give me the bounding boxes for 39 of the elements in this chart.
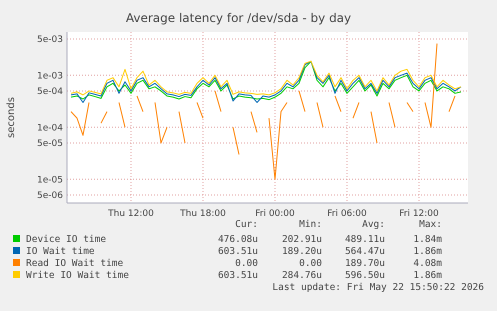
text: 476.08u [218, 234, 258, 245]
x-tick-label: Thu 12:00 [107, 209, 154, 219]
legend-label: Write IO Wait time [26, 270, 130, 281]
legend-label: Device IO time [26, 234, 106, 245]
x-tick-label: Fri 12:00 [399, 209, 440, 219]
text: 603.51u [218, 270, 258, 281]
y-tick-label: 5e-03 [37, 35, 63, 46]
y-tick-label: 1e-03 [37, 71, 63, 82]
text: Max: [419, 219, 442, 230]
y-tick-label: 5e-06 [37, 191, 64, 202]
text: 489.11u [344, 234, 385, 245]
y-tick-label: 1e-05 [37, 175, 63, 186]
x-tick-label: Fri 00:00 [255, 209, 296, 219]
text: 1.84m [413, 234, 442, 245]
legend-label: IO Wait time [26, 246, 95, 257]
text: 603.51u [218, 246, 258, 257]
text: 0.00 [299, 258, 322, 269]
y-tick-label: 5e-04 [37, 87, 64, 98]
text: 596.50u [344, 270, 385, 281]
text: Avg: [362, 219, 385, 230]
text: 0.00 [235, 258, 258, 269]
text: 564.47u [344, 246, 385, 257]
x-tick-label: Thu 18:00 [179, 209, 226, 219]
text: Last update: Fri May 22 15:50:22 2026 [272, 282, 484, 293]
text: Min: [299, 219, 322, 230]
text: 4.08m [413, 258, 442, 269]
legend-label: Read IO Wait time [26, 258, 124, 269]
text: Cur: [235, 219, 258, 230]
text: 1.86m [413, 246, 442, 257]
text: 202.91u [282, 234, 322, 245]
chart-title: Average latency for /dev/sda - by day [126, 11, 352, 25]
x-tick-label: Fri 06:00 [327, 209, 368, 219]
y-axis-title: seconds [6, 97, 17, 138]
text: 189.70u [344, 258, 385, 269]
text: 284.76u [282, 270, 322, 281]
text: 1.86m [413, 270, 442, 281]
text: 189.20u [282, 246, 322, 257]
y-tick-label: 1e-04 [37, 123, 64, 134]
y-tick-label: 5e-05 [37, 139, 63, 150]
